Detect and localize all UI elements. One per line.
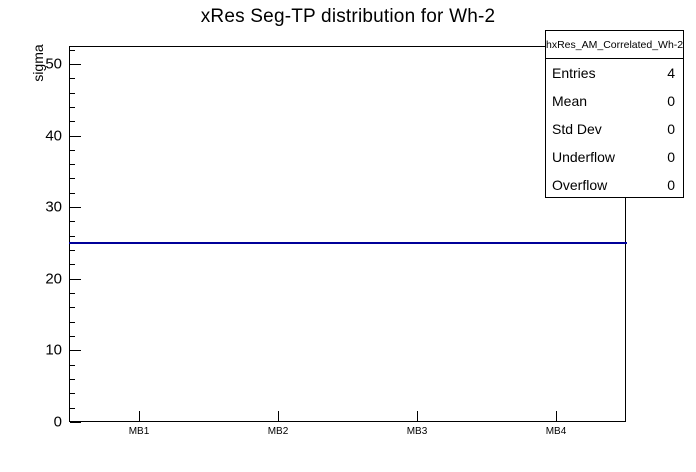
stats-row-underflow: Underflow 0 xyxy=(546,143,683,171)
y-axis-major-tick xyxy=(70,64,81,65)
y-axis-minor-tick xyxy=(70,365,75,366)
y-axis-major-tick xyxy=(70,350,81,351)
y-axis-tick-label: 0 xyxy=(53,413,62,431)
x-axis-tick-label: MB4 xyxy=(545,426,567,437)
y-axis-minor-tick xyxy=(70,250,75,251)
y-axis-minor-tick xyxy=(70,78,75,79)
y-axis-minor-tick xyxy=(70,393,75,394)
y-axis-minor-tick xyxy=(70,107,75,108)
plot-title: xRes Seg-TP distribution for Wh-2 xyxy=(200,6,496,27)
y-axis-minor-tick xyxy=(70,150,75,151)
stats-label: Underflow xyxy=(552,149,616,165)
y-axis-tick-label: 50 xyxy=(45,55,62,73)
x-axis-tick xyxy=(417,411,418,421)
y-axis-tick-label: 10 xyxy=(45,341,62,359)
y-axis-minor-tick xyxy=(70,322,75,323)
stats-label: Mean xyxy=(552,93,588,109)
stats-row-stddev: Std Dev 0 xyxy=(546,115,683,143)
histogram-line xyxy=(69,242,209,244)
y-axis-minor-tick xyxy=(70,336,75,337)
stats-row-mean: Mean 0 xyxy=(546,87,683,115)
x-axis-tick-label: MB1 xyxy=(128,426,150,437)
x-axis-tick xyxy=(139,411,140,421)
stats-label: Entries xyxy=(552,65,596,81)
y-axis-major-tick xyxy=(70,279,81,280)
y-axis-minor-tick xyxy=(70,164,75,165)
y-axis-major-tick xyxy=(70,136,81,137)
y-axis-minor-tick xyxy=(70,408,75,409)
plot-frame xyxy=(69,46,626,422)
y-axis-minor-tick xyxy=(70,193,75,194)
histogram-line xyxy=(487,242,627,244)
histogram-line xyxy=(208,242,348,244)
stats-value: 0 xyxy=(667,177,675,193)
stats-value: 0 xyxy=(667,121,675,137)
stats-box: hxRes_AM_Correlated_Wh-2 Entries 4 Mean … xyxy=(545,30,684,198)
stats-label: Std Dev xyxy=(552,121,602,137)
y-axis-minor-tick xyxy=(70,307,75,308)
stats-value: 0 xyxy=(667,93,675,109)
histogram-line xyxy=(348,242,488,244)
y-axis-major-tick xyxy=(70,422,81,423)
stats-value: 4 xyxy=(667,65,675,81)
y-axis-minor-tick xyxy=(70,293,75,294)
y-axis-minor-tick xyxy=(70,264,75,265)
y-axis-minor-tick xyxy=(70,221,75,222)
y-axis-tick-label: 20 xyxy=(45,270,62,288)
y-axis-major-tick xyxy=(70,207,81,208)
stats-row-entries: Entries 4 xyxy=(546,59,683,87)
y-axis-minor-tick xyxy=(70,121,75,122)
x-axis-tick xyxy=(278,411,279,421)
x-axis-tick-label: MB2 xyxy=(267,426,289,437)
stats-row-overflow: Overflow 0 xyxy=(546,171,683,199)
y-axis-minor-tick xyxy=(70,178,75,179)
x-axis-tick-label: MB3 xyxy=(406,426,428,437)
stats-box-title: hxRes_AM_Correlated_Wh-2 xyxy=(546,31,683,59)
y-axis-minor-tick xyxy=(70,379,75,380)
stats-label: Overflow xyxy=(552,177,608,193)
stats-value: 0 xyxy=(667,149,675,165)
y-axis-minor-tick xyxy=(70,93,75,94)
y-axis-minor-tick xyxy=(70,50,75,51)
y-axis-tick-label: 30 xyxy=(45,198,62,216)
y-axis-tick-label: 40 xyxy=(45,127,62,145)
y-axis-minor-tick xyxy=(70,236,75,237)
x-axis-tick xyxy=(556,411,557,421)
